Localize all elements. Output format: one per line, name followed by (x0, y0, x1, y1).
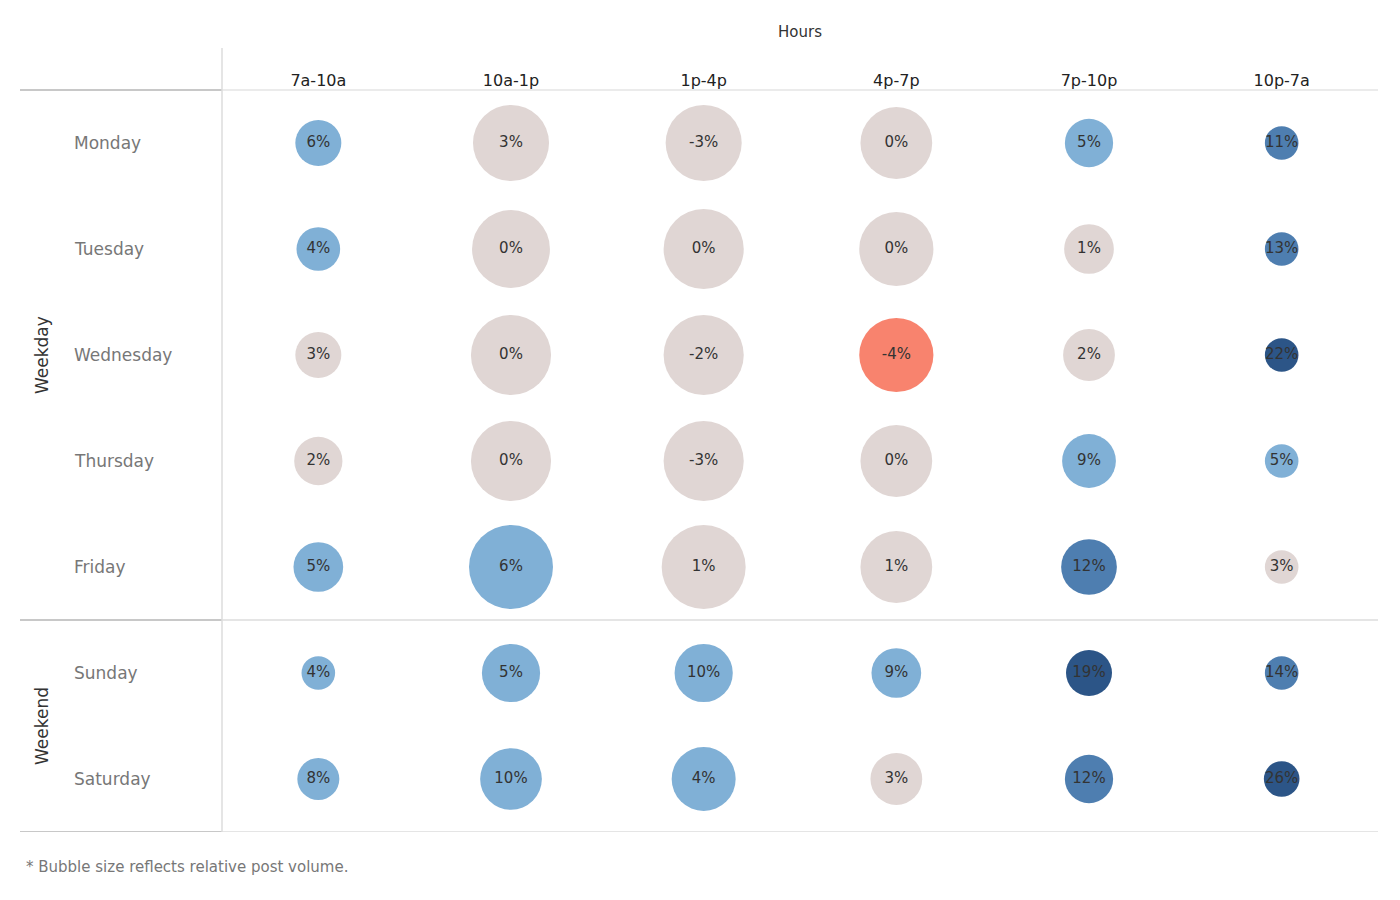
svg-text:9%: 9% (1077, 451, 1101, 469)
svg-text:3%: 3% (884, 769, 908, 787)
svg-text:14%: 14% (1265, 663, 1298, 681)
svg-text:5%: 5% (306, 557, 330, 575)
svg-text:5%: 5% (499, 663, 523, 681)
svg-text:26%: 26% (1265, 769, 1298, 787)
svg-text:12%: 12% (1072, 769, 1105, 787)
svg-text:6%: 6% (306, 133, 330, 151)
svg-text:5%: 5% (1270, 451, 1294, 469)
svg-text:1%: 1% (884, 557, 908, 575)
svg-text:9%: 9% (884, 663, 908, 681)
svg-text:* Bubble size reflects relativ: * Bubble size reflects relative post vol… (26, 858, 348, 876)
svg-text:Sunday: Sunday (74, 663, 138, 683)
svg-text:8%: 8% (306, 769, 330, 787)
svg-text:19%: 19% (1072, 663, 1105, 681)
svg-text:Weekend: Weekend (32, 687, 52, 765)
svg-text:Weekday: Weekday (32, 316, 52, 394)
svg-text:Tuesday: Tuesday (74, 239, 144, 259)
svg-text:Wednesday: Wednesday (74, 345, 172, 365)
svg-text:1p-4p: 1p-4p (680, 71, 726, 90)
svg-text:0%: 0% (499, 451, 523, 469)
svg-text:Friday: Friday (74, 557, 126, 577)
svg-text:4%: 4% (692, 769, 716, 787)
svg-text:0%: 0% (884, 451, 908, 469)
svg-text:12%: 12% (1072, 557, 1105, 575)
svg-text:Saturday: Saturday (74, 769, 151, 789)
svg-text:3%: 3% (499, 133, 523, 151)
svg-text:-3%: -3% (689, 133, 718, 151)
svg-text:4%: 4% (306, 239, 330, 257)
svg-text:0%: 0% (499, 345, 523, 363)
svg-text:10a-1p: 10a-1p (483, 71, 539, 90)
svg-text:4p-7p: 4p-7p (873, 71, 919, 90)
svg-text:-3%: -3% (689, 451, 718, 469)
svg-text:5%: 5% (1077, 133, 1101, 151)
svg-text:22%: 22% (1265, 345, 1298, 363)
svg-text:1%: 1% (692, 557, 716, 575)
svg-text:0%: 0% (884, 133, 908, 151)
svg-text:-4%: -4% (882, 345, 911, 363)
svg-text:10%: 10% (687, 663, 720, 681)
svg-text:Thursday: Thursday (74, 451, 154, 471)
svg-text:1%: 1% (1077, 239, 1101, 257)
svg-text:10%: 10% (494, 769, 527, 787)
svg-text:Hours: Hours (778, 23, 822, 41)
svg-text:2%: 2% (1077, 345, 1101, 363)
svg-text:4%: 4% (306, 663, 330, 681)
svg-text:0%: 0% (884, 239, 908, 257)
svg-text:13%: 13% (1265, 239, 1298, 257)
svg-text:10p-7a: 10p-7a (1254, 71, 1310, 90)
svg-text:Monday: Monday (74, 133, 141, 153)
svg-text:6%: 6% (499, 557, 523, 575)
svg-text:0%: 0% (692, 239, 716, 257)
svg-text:2%: 2% (306, 451, 330, 469)
svg-text:0%: 0% (499, 239, 523, 257)
svg-text:7p-10p: 7p-10p (1061, 71, 1118, 90)
svg-text:3%: 3% (306, 345, 330, 363)
svg-text:7a-10a: 7a-10a (290, 71, 346, 90)
svg-text:11%: 11% (1265, 133, 1298, 151)
svg-text:3%: 3% (1270, 557, 1294, 575)
svg-text:-2%: -2% (689, 345, 718, 363)
